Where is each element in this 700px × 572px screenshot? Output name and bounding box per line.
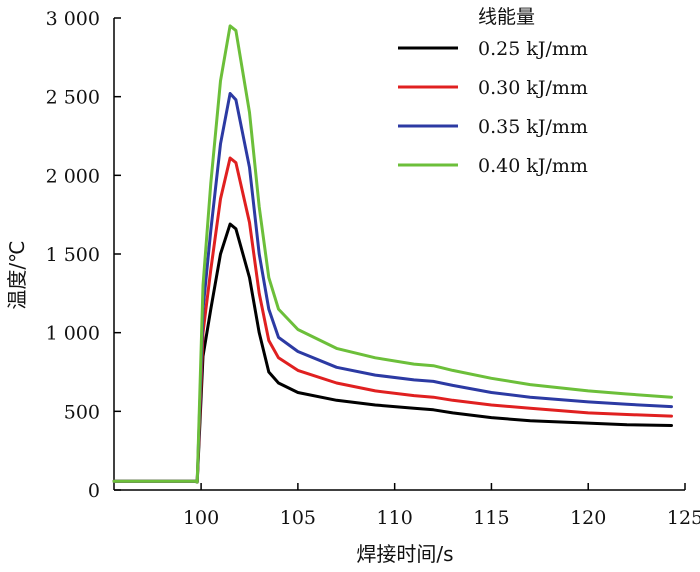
legend-label-1: 0.25 kJ/mm xyxy=(478,38,588,60)
y-ticks: 0 500 1 000 1 500 2 000 2 500 3 000 xyxy=(46,8,121,502)
series-line-1 xyxy=(112,222,673,484)
x-tick-label: 115 xyxy=(473,507,509,529)
series-lines xyxy=(112,24,673,484)
x-tick-label: 110 xyxy=(377,507,413,529)
x-ticks: 100 105 110 115 120 125 xyxy=(183,483,700,529)
y-tick-label: 1 500 xyxy=(46,244,100,266)
series-line-4 xyxy=(112,24,673,484)
x-tick-label: 105 xyxy=(280,507,316,529)
legend-label-4: 0.40 kJ/mm xyxy=(478,155,588,177)
y-tick-label: 2 500 xyxy=(46,87,100,109)
x-axis-title: 焊接时间/s xyxy=(356,542,453,566)
series-line-2 xyxy=(112,156,673,484)
series-line-3 xyxy=(112,92,673,484)
legend: 线能量 0.25 kJ/mm 0.30 kJ/mm 0.35 kJ/mm 0.40 k… xyxy=(398,6,588,177)
y-tick-label: 1 000 xyxy=(46,323,100,345)
y-tick-label: 3 000 xyxy=(46,8,100,30)
legend-label-3: 0.35 kJ/mm xyxy=(478,116,588,138)
x-tick-label: 100 xyxy=(183,507,219,529)
y-tick-label: 0 xyxy=(88,480,100,502)
x-tick-label: 120 xyxy=(570,507,606,529)
legend-label-2: 0.30 kJ/mm xyxy=(478,77,588,99)
legend-title: 线能量 xyxy=(478,6,535,28)
y-tick-label: 2 000 xyxy=(46,165,100,187)
y-axis-title: 温度/℃ xyxy=(5,240,29,309)
x-tick-label: 125 xyxy=(667,507,700,529)
y-tick-label: 500 xyxy=(64,401,100,423)
